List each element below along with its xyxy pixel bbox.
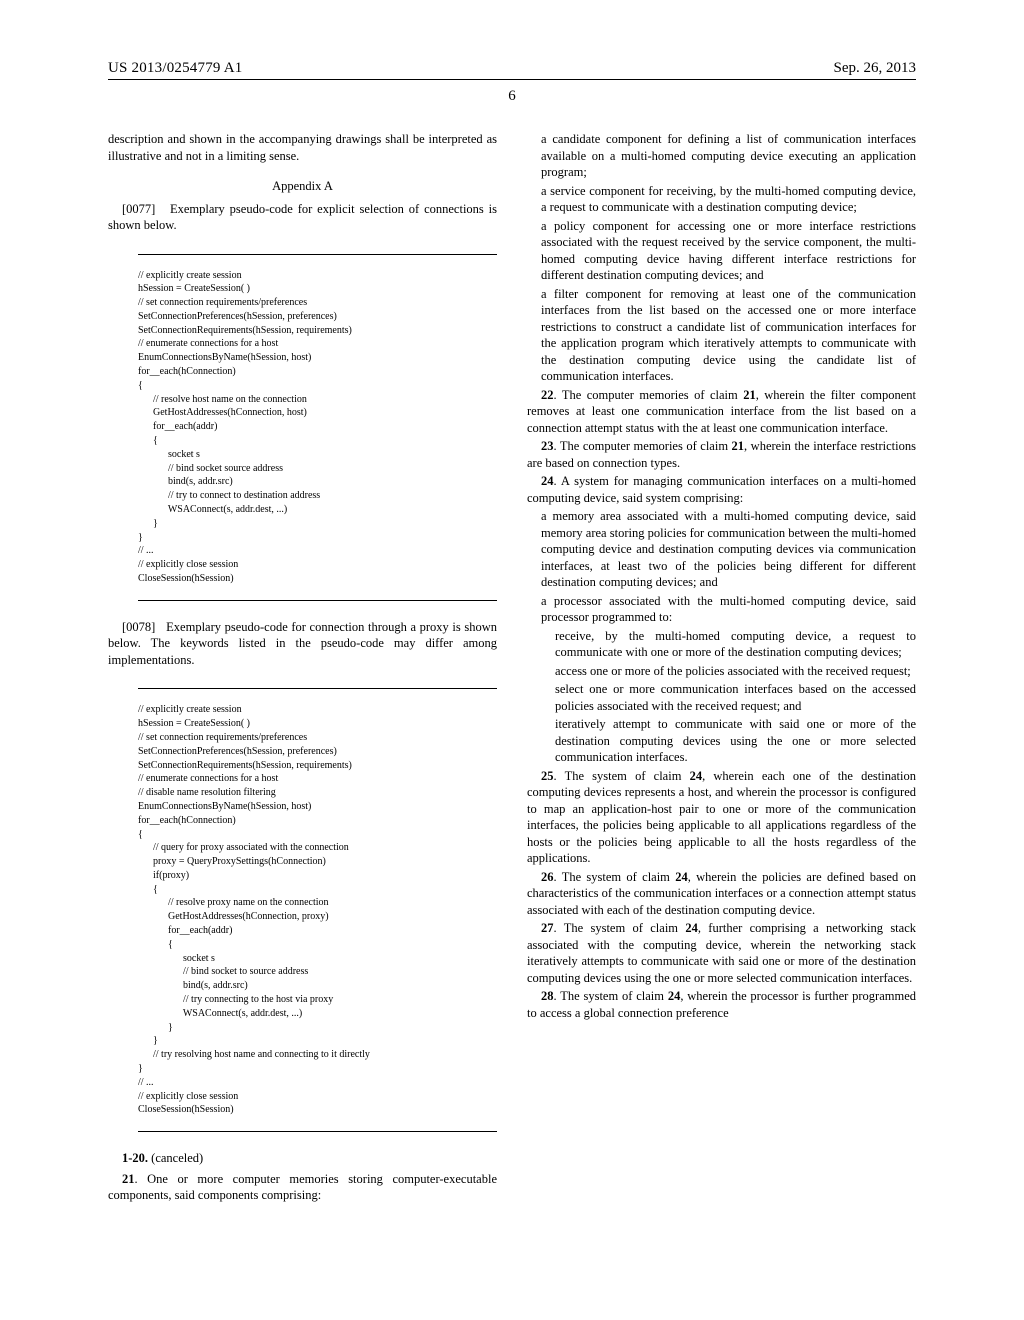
appendix-title: Appendix A xyxy=(108,178,497,195)
publication-number: US 2013/0254779 A1 xyxy=(108,60,242,77)
claim-text: . One or more computer memories storing … xyxy=(108,1172,497,1203)
claim-27: 27. The system of claim 24, further comp… xyxy=(527,920,916,986)
claims-1-20: 1-20. (canceled) xyxy=(108,1150,497,1167)
claim-22: 22. The computer memories of claim 21, w… xyxy=(527,387,916,437)
claim-21-d: a filter component for removing at least… xyxy=(527,286,916,385)
claim-ref: 24 xyxy=(685,921,698,935)
patent-page: US 2013/0254779 A1 Sep. 26, 2013 6 descr… xyxy=(0,0,1024,1320)
claim-ref: 24 xyxy=(675,870,688,884)
left-column: description and shown in the accompanyin… xyxy=(108,131,497,1206)
code-block-2: // explicitly create session hSession = … xyxy=(138,688,497,1132)
claim-24: 24. A system for managing communication … xyxy=(527,473,916,506)
page-number: 6 xyxy=(108,88,916,105)
claim-number: 24 xyxy=(541,474,554,488)
code-block-1: // explicitly create session hSession = … xyxy=(138,254,497,601)
para-number: [0078] xyxy=(122,620,155,634)
claim-21-intro: 21. One or more computer memories storin… xyxy=(108,1171,497,1204)
claim-28: 28. The system of claim 24, wherein the … xyxy=(527,988,916,1021)
claim-text: . The system of claim xyxy=(554,921,686,935)
claim-24-b3: select one or more communication interfa… xyxy=(527,681,916,714)
claim-ref: 24 xyxy=(690,769,703,783)
claim-text: . A system for managing communication in… xyxy=(527,474,916,505)
claim-number: 25 xyxy=(541,769,554,783)
claim-text: . The system of claim xyxy=(554,870,676,884)
paragraph-0078: [0078] Exemplary pseudo-code for connect… xyxy=(108,619,497,669)
para-number: [0077] xyxy=(122,202,155,216)
right-column: a candidate component for defining a lis… xyxy=(527,131,916,1206)
claim-24-b2: access one or more of the policies assoc… xyxy=(527,663,916,680)
claim-25: 25. The system of claim 24, wherein each… xyxy=(527,768,916,867)
claim-24-b4: iteratively attempt to communicate with … xyxy=(527,716,916,766)
claim-23: 23. The computer memories of claim 21, w… xyxy=(527,438,916,471)
claim-21-b: a service component for receiving, by th… xyxy=(527,183,916,216)
claim-text: . The system of claim xyxy=(554,769,690,783)
description-continuation: description and shown in the accompanyin… xyxy=(108,131,497,164)
claim-24-a: a memory area associated with a multi-ho… xyxy=(527,508,916,591)
two-column-layout: description and shown in the accompanyin… xyxy=(108,131,916,1206)
page-header: US 2013/0254779 A1 Sep. 26, 2013 xyxy=(108,60,916,80)
claim-number: 22 xyxy=(541,388,554,402)
claim-number: 27 xyxy=(541,921,554,935)
claim-text: . The system of claim xyxy=(554,989,668,1003)
claim-text: . The computer memories of claim xyxy=(554,439,732,453)
claim-26: 26. The system of claim 24, wherein the … xyxy=(527,869,916,919)
claim-number: 26 xyxy=(541,870,554,884)
claim-ref: 21 xyxy=(743,388,756,402)
claim-number: 28 xyxy=(541,989,554,1003)
claim-ref: 21 xyxy=(732,439,745,453)
claim-21-a: a candidate component for defining a lis… xyxy=(527,131,916,181)
claim-number: 1-20. xyxy=(122,1151,148,1165)
claim-number: 23 xyxy=(541,439,554,453)
para-text: Exemplary pseudo-code for explicit selec… xyxy=(108,202,497,233)
claim-24-b: a processor associated with the multi-ho… xyxy=(527,593,916,626)
claim-ref: 24 xyxy=(668,989,681,1003)
claim-text: . The computer memories of claim xyxy=(554,388,744,402)
claim-number: 21 xyxy=(122,1172,135,1186)
claim-text: (canceled) xyxy=(148,1151,203,1165)
publication-date: Sep. 26, 2013 xyxy=(834,60,917,77)
claim-21-c: a policy component for accessing one or … xyxy=(527,218,916,284)
para-text: Exemplary pseudo-code for connection thr… xyxy=(108,620,497,667)
claim-24-b1: receive, by the multi-homed computing de… xyxy=(527,628,916,661)
paragraph-0077: [0077] Exemplary pseudo-code for explici… xyxy=(108,201,497,234)
